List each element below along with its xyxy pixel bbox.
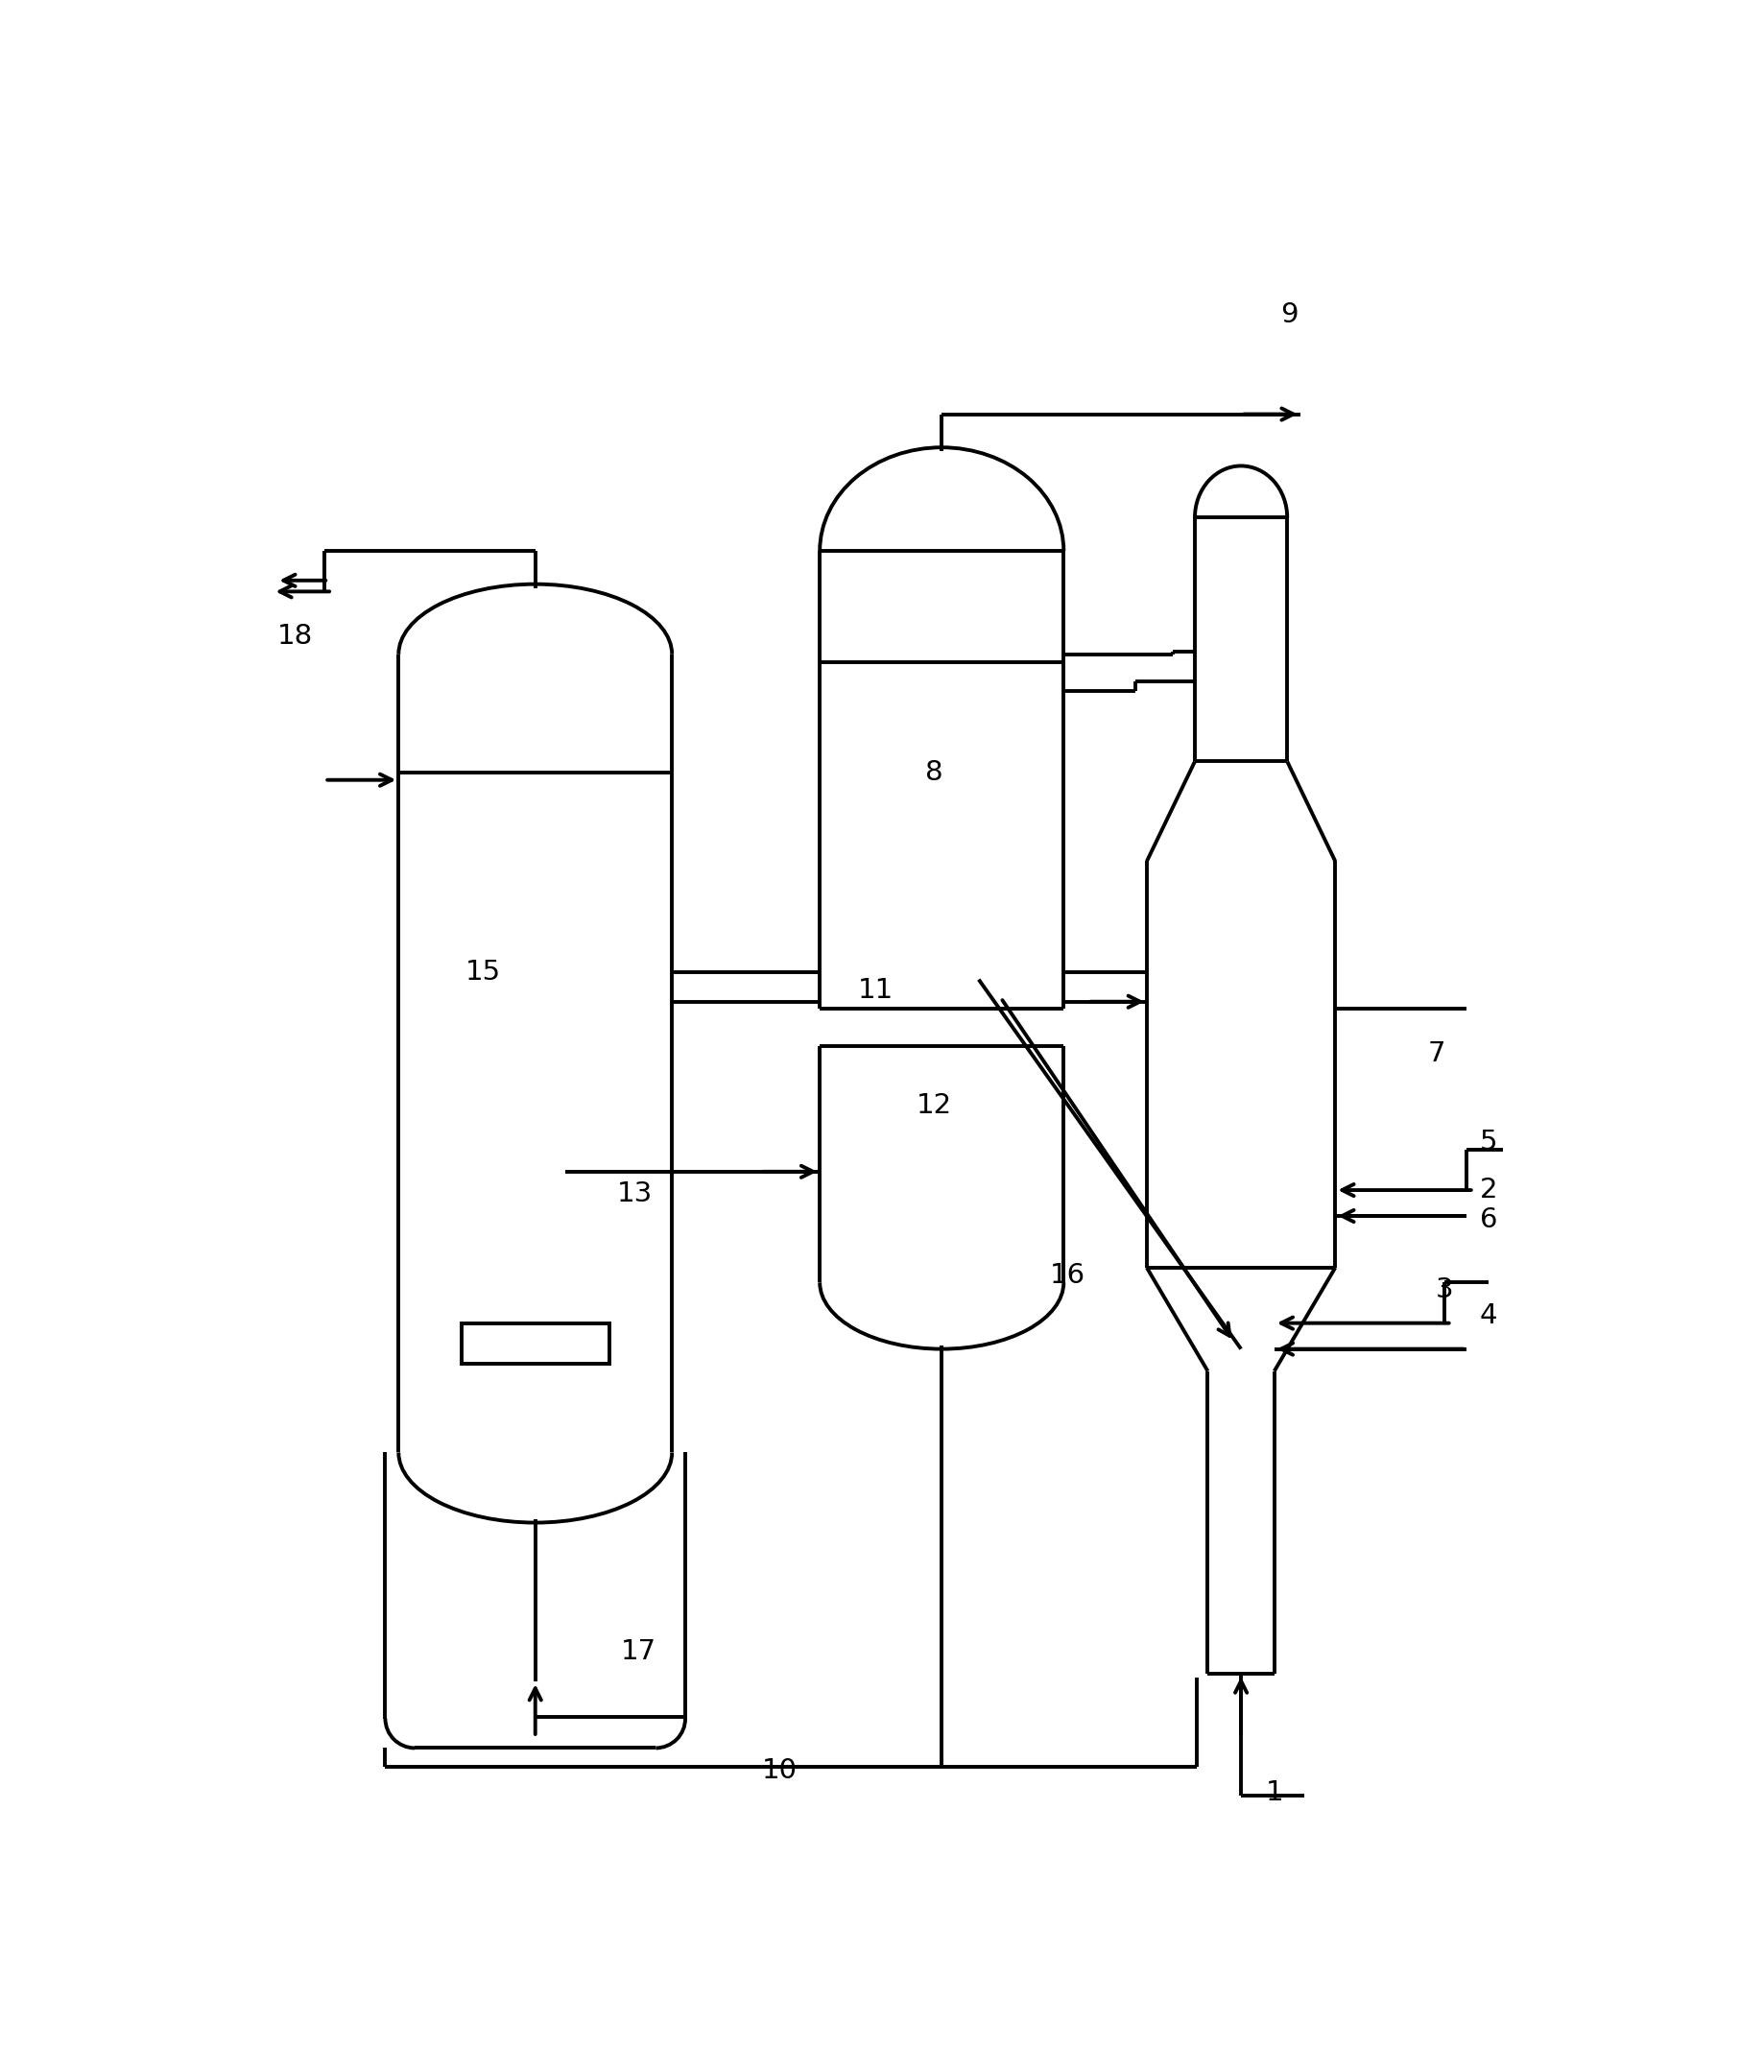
Text: 12: 12 (917, 1092, 953, 1119)
Text: 4: 4 (1480, 1303, 1498, 1328)
Text: 3: 3 (1436, 1276, 1454, 1303)
Text: 18: 18 (277, 622, 312, 649)
Text: 13: 13 (617, 1181, 653, 1208)
Text: 16: 16 (1050, 1262, 1085, 1289)
Text: 6: 6 (1480, 1206, 1498, 1233)
Text: 7: 7 (1429, 1040, 1446, 1067)
Text: 17: 17 (621, 1639, 656, 1666)
Text: 2: 2 (1480, 1177, 1498, 1204)
Text: 1: 1 (1265, 1780, 1282, 1807)
Text: 15: 15 (466, 959, 501, 986)
Bar (462, 1324, 609, 1363)
Text: 11: 11 (857, 978, 893, 1005)
Text: 10: 10 (762, 1757, 797, 1784)
Text: 9: 9 (1281, 300, 1298, 327)
Text: 5: 5 (1480, 1129, 1498, 1156)
Text: 8: 8 (926, 758, 944, 785)
